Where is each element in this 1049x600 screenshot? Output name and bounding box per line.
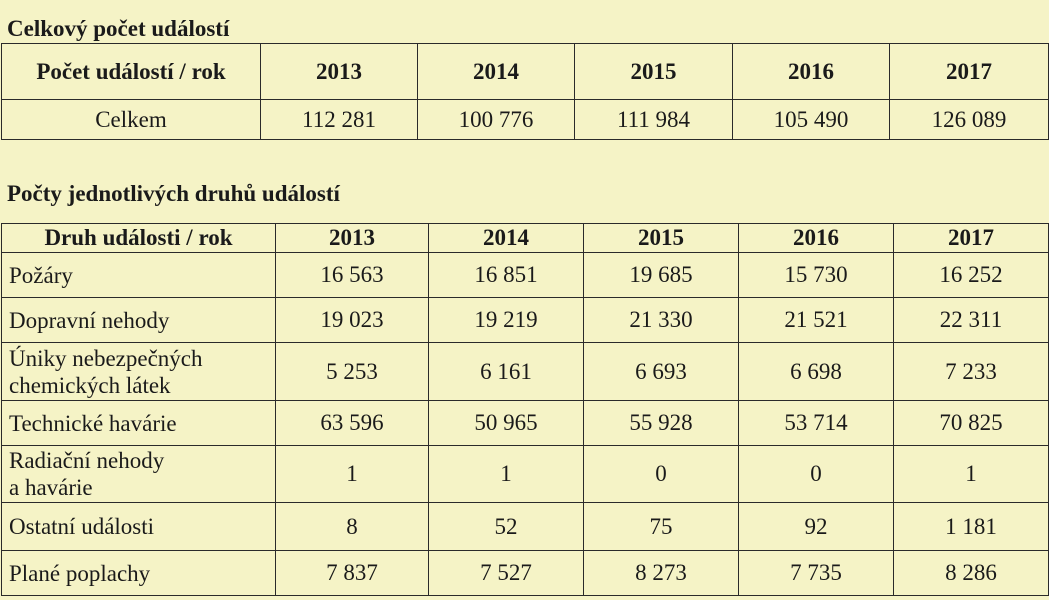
table-row: Dopravní nehody 19 023 19 219 21 330 21 … bbox=[1, 297, 1049, 343]
header-year: 2017 bbox=[893, 223, 1049, 253]
table-cell: 8 286 bbox=[893, 550, 1049, 596]
table-cell: 8 273 bbox=[583, 550, 739, 596]
table-cell: 1 bbox=[275, 445, 429, 503]
table-cell: 55 928 bbox=[583, 400, 739, 446]
header-label: Druh události / rok bbox=[1, 223, 276, 253]
table-cell: 92 bbox=[738, 502, 894, 551]
row-label-line: Dopravní nehody bbox=[9, 307, 170, 333]
table-cell: 21 521 bbox=[738, 297, 894, 343]
table-header-row: Druh události / rok 2013 2014 2015 2016 … bbox=[1, 223, 1049, 253]
row-label: Požáry bbox=[1, 252, 276, 298]
table-cell: 6 693 bbox=[583, 342, 739, 401]
table-cell: 19 685 bbox=[583, 252, 739, 298]
table-row: Plané poplachy 7 837 7 527 8 273 7 735 8… bbox=[1, 550, 1049, 596]
row-label: Radiační nehody a havárie bbox=[1, 445, 276, 503]
table-cell: 7 837 bbox=[275, 550, 429, 596]
row-label-line: Plané poplachy bbox=[9, 560, 151, 586]
table-cell: 16 252 bbox=[893, 252, 1049, 298]
table-cell: 15 730 bbox=[738, 252, 894, 298]
table-header-row: Počet událostí / rok 2013 2014 2015 2016… bbox=[1, 43, 1049, 100]
table-cell: 1 bbox=[428, 445, 584, 503]
table-cell: 52 bbox=[428, 502, 584, 551]
table-cell: 63 596 bbox=[275, 400, 429, 446]
table-cell: 7 527 bbox=[428, 550, 584, 596]
row-label-line: a havárie bbox=[9, 475, 93, 500]
table-cell: 1 181 bbox=[893, 502, 1049, 551]
header-year: 2016 bbox=[738, 223, 894, 253]
table-cell: 0 bbox=[738, 445, 894, 503]
event-types-table: Druh události / rok 2013 2014 2015 2016 … bbox=[1, 223, 1049, 596]
table-cell: 50 965 bbox=[428, 400, 584, 446]
row-label: Dopravní nehody bbox=[1, 297, 276, 343]
table-cell: 21 330 bbox=[583, 297, 739, 343]
section-title-total-events: Celkový počet událostí bbox=[7, 16, 230, 41]
table-cell: 70 825 bbox=[893, 400, 1049, 446]
header-year: 2013 bbox=[260, 43, 418, 100]
table-cell: 6 698 bbox=[738, 342, 894, 401]
table-cell: 22 311 bbox=[893, 297, 1049, 343]
table-cell: 16 851 bbox=[428, 252, 584, 298]
row-label-line: Technické havárie bbox=[9, 410, 177, 436]
row-label: Technické havárie bbox=[1, 400, 276, 446]
header-year: 2015 bbox=[583, 223, 739, 253]
table-cell: 112 281 bbox=[260, 99, 418, 140]
table-cell: 0 bbox=[583, 445, 739, 503]
table-cell: 126 089 bbox=[889, 99, 1049, 140]
header-year: 2015 bbox=[574, 43, 733, 100]
table-row: Ostatní události 8 52 75 92 1 181 bbox=[1, 502, 1049, 551]
table-cell: 5 253 bbox=[275, 342, 429, 401]
header-year: 2014 bbox=[417, 43, 575, 100]
table-cell: 105 490 bbox=[732, 99, 890, 140]
table-row: Radiační nehody a havárie 1 1 0 0 1 bbox=[1, 445, 1049, 503]
row-label-line: Radiační nehody bbox=[9, 448, 165, 473]
row-label-line: Ostatní události bbox=[9, 514, 155, 539]
header-label: Počet událostí / rok bbox=[1, 43, 261, 100]
table-cell: 6 161 bbox=[428, 342, 584, 401]
table-cell: 7 233 bbox=[893, 342, 1049, 401]
table-cell: 19 219 bbox=[428, 297, 584, 343]
table-row: Úniky nebezpečných chemických látek 5 253… bbox=[1, 342, 1049, 401]
table-row: Požáry 16 563 16 851 19 685 15 730 16 25… bbox=[1, 252, 1049, 298]
row-label-line: chemických látek bbox=[9, 372, 171, 398]
section-title-event-types: Počty jednotlivých druhů událostí bbox=[7, 181, 340, 206]
table-cell: 75 bbox=[583, 502, 739, 551]
table-cell: 7 735 bbox=[738, 550, 894, 596]
row-label: Plané poplachy bbox=[1, 550, 276, 596]
table-cell: 1 bbox=[893, 445, 1049, 503]
header-year: 2013 bbox=[275, 223, 429, 253]
row-label: Úniky nebezpečných chemických látek bbox=[1, 342, 276, 401]
header-year: 2016 bbox=[732, 43, 890, 100]
row-label: Ostatní události bbox=[1, 502, 276, 551]
table-cell: 111 984 bbox=[574, 99, 733, 140]
row-label-line: Úniky nebezpečných bbox=[9, 345, 203, 371]
header-year: 2014 bbox=[428, 223, 584, 253]
table-cell: 100 776 bbox=[417, 99, 575, 140]
table-cell: 19 023 bbox=[275, 297, 429, 343]
table-row: Celkem 112 281 100 776 111 984 105 490 1… bbox=[1, 99, 1049, 140]
header-year: 2017 bbox=[889, 43, 1049, 100]
total-events-table: Počet událostí / rok 2013 2014 2015 2016… bbox=[1, 43, 1049, 140]
table-row: Technické havárie 63 596 50 965 55 928 5… bbox=[1, 400, 1049, 446]
table-cell: 16 563 bbox=[275, 252, 429, 298]
table-cell: 8 bbox=[275, 502, 429, 551]
row-label-line: Požáry bbox=[9, 262, 73, 288]
row-label: Celkem bbox=[1, 99, 261, 140]
table-cell: 53 714 bbox=[738, 400, 894, 446]
